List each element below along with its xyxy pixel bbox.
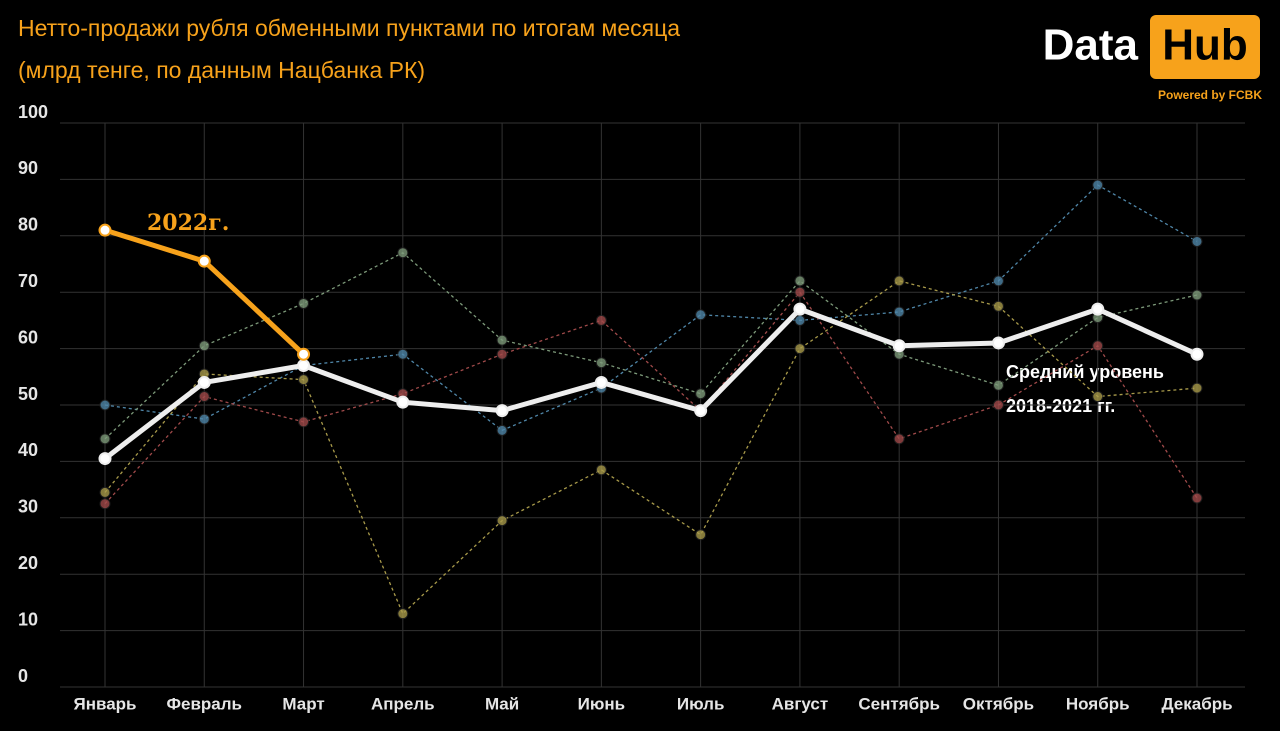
- x-tick-label: Январь: [73, 694, 136, 713]
- chart-subtitle: (млрд тенге, по данным Нацбанка РК): [18, 57, 425, 83]
- x-tick-label: Ноябрь: [1066, 694, 1130, 713]
- data-point: [1190, 347, 1204, 361]
- x-tick-label: Март: [282, 694, 324, 713]
- data-point: [893, 306, 905, 318]
- data-point: [1191, 235, 1203, 247]
- y-tick-label: 100: [18, 102, 48, 122]
- data-point: [992, 399, 1004, 411]
- data-point: [892, 339, 906, 353]
- data-point: [1191, 289, 1203, 301]
- x-tick-label: Декабрь: [1161, 694, 1232, 713]
- data-point: [794, 286, 806, 298]
- data-point: [496, 515, 508, 527]
- data-point: [1091, 302, 1105, 316]
- data-point: [99, 486, 111, 498]
- data-point: [794, 314, 806, 326]
- data-point: [496, 424, 508, 436]
- data-point: [695, 309, 707, 321]
- x-tick-label: Сентябрь: [858, 694, 940, 713]
- data-point: [991, 336, 1005, 350]
- data-point: [794, 343, 806, 355]
- data-point: [695, 388, 707, 400]
- logo-text: Data: [1043, 21, 1139, 70]
- data-point: [794, 275, 806, 287]
- data-point: [893, 275, 905, 287]
- data-point: [595, 464, 607, 476]
- data-point: [98, 223, 112, 237]
- data-point: [397, 348, 409, 360]
- series-line: [104, 184, 1198, 432]
- data-point: [197, 254, 211, 268]
- data-point: [198, 391, 210, 403]
- data-point: [198, 340, 210, 352]
- data-point: [99, 399, 111, 411]
- data-point: [1092, 179, 1104, 191]
- y-tick-label: 90: [18, 158, 38, 178]
- data-point: [496, 348, 508, 360]
- y-tick-label: 0: [18, 666, 28, 686]
- x-tick-label: Апрель: [371, 694, 435, 713]
- y-tick-label: 40: [18, 440, 38, 460]
- x-tick-label: Июль: [677, 694, 725, 713]
- chart-title: Нетто-продажи рубля обменными пунктами п…: [18, 15, 680, 41]
- data-point: [1191, 382, 1203, 394]
- series-line: [104, 291, 1198, 505]
- y-tick-label: 70: [18, 271, 38, 291]
- y-tick-label: 20: [18, 553, 38, 573]
- data-point: [396, 395, 410, 409]
- logo-tagline: Powered by FCBK: [1158, 88, 1262, 102]
- data-point: [893, 433, 905, 445]
- x-tick-label: Июнь: [578, 694, 625, 713]
- data-point: [695, 529, 707, 541]
- annotation: 2018-2021 гг.: [1006, 396, 1115, 416]
- annotation: Средний уровень: [1006, 362, 1164, 382]
- series-label: 2022г.: [147, 210, 229, 236]
- y-tick-label: 80: [18, 215, 38, 235]
- data-point: [98, 452, 112, 466]
- y-tick-label: 30: [18, 497, 38, 517]
- data-point: [694, 404, 708, 418]
- data-point: [198, 413, 210, 425]
- series-line: [103, 306, 1199, 461]
- data-point: [992, 300, 1004, 312]
- data-point: [594, 375, 608, 389]
- data-point: [793, 302, 807, 316]
- data-point: [992, 275, 1004, 287]
- x-tick-label: Октябрь: [963, 694, 1034, 713]
- y-tick-label: 50: [18, 384, 38, 404]
- data-point: [99, 498, 111, 510]
- data-point: [297, 347, 311, 361]
- data-point: [298, 416, 310, 428]
- data-point: [595, 357, 607, 369]
- data-point: [298, 297, 310, 309]
- data-point: [496, 334, 508, 346]
- logo-text: Hub: [1162, 21, 1248, 70]
- x-tick-label: Февраль: [167, 694, 243, 713]
- data-point: [1092, 340, 1104, 352]
- data-point: [99, 433, 111, 445]
- data-point: [397, 247, 409, 259]
- data-point: [197, 375, 211, 389]
- data-point: [495, 404, 509, 418]
- data-point: [595, 314, 607, 326]
- x-tick-label: Август: [772, 694, 829, 713]
- data-point: [992, 379, 1004, 391]
- data-point: [397, 608, 409, 620]
- x-tick-label: Май: [485, 694, 519, 713]
- data-point: [298, 374, 310, 386]
- data-point: [1191, 492, 1203, 504]
- y-tick-label: 60: [18, 327, 38, 347]
- logo-box: [1150, 15, 1260, 79]
- data-point: [1092, 391, 1104, 403]
- data-point: [297, 359, 311, 373]
- y-tick-label: 10: [18, 609, 38, 629]
